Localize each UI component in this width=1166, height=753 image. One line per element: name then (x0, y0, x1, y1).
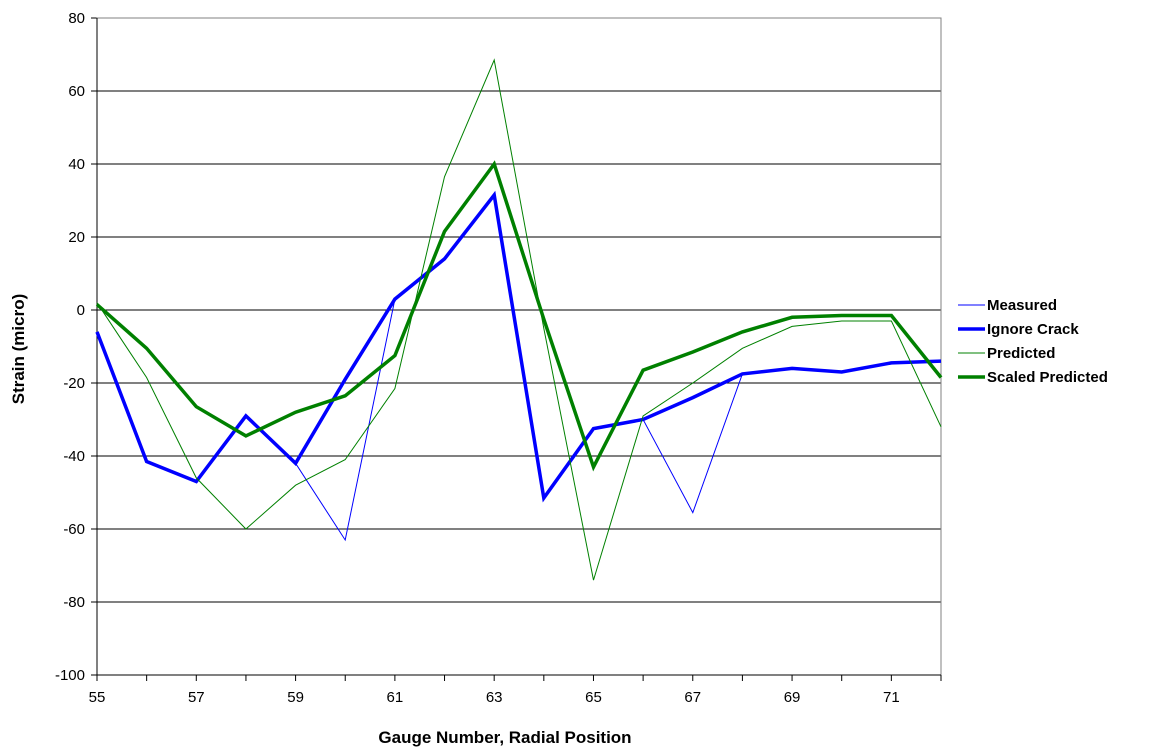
x-tick-label: 59 (287, 689, 304, 706)
x-tick-label: 69 (784, 689, 801, 706)
series-line-predicted (96, 58, 942, 581)
y-tick-label: -100 (55, 667, 85, 684)
y-tick-label: 20 (68, 229, 85, 246)
y-tick-label: -60 (63, 521, 85, 538)
y-tick-label: 80 (68, 10, 85, 27)
y-tick-label: -80 (63, 594, 85, 611)
x-axis-title: Gauge Number, Radial Position (378, 728, 631, 747)
legend-label: Predicted (987, 345, 1055, 362)
x-tick-label: 63 (486, 689, 503, 706)
y-tick-label: 0 (77, 302, 85, 319)
x-tick-labels: 55 57 59 61 63 65 67 69 71 (89, 689, 900, 706)
y-tick-label: 60 (68, 83, 85, 100)
x-tick-label: 67 (684, 689, 701, 706)
y-tick-label: -40 (63, 448, 85, 465)
grid-lines (97, 17, 941, 603)
axes (91, 17, 942, 681)
legend-label: Ignore Crack (987, 321, 1079, 338)
x-tick-label: 57 (188, 689, 205, 706)
y-tick-label: -20 (63, 375, 85, 392)
series-line-ignore-crack (95, 190, 942, 503)
x-tick-label: 71 (883, 689, 900, 706)
y-axis-title: Strain (micro) (9, 294, 28, 405)
x-tick-label: 55 (89, 689, 106, 706)
legend: Measured Ignore Crack Predicted Scaled Pred… (958, 297, 1108, 386)
y-tick-label: 40 (68, 156, 85, 173)
x-tick-label: 61 (387, 689, 404, 706)
series-line-scaled-predicted (95, 160, 943, 472)
x-tick-label: 65 (585, 689, 602, 706)
series-lines (95, 58, 943, 581)
legend-label: Measured (987, 297, 1057, 314)
y-tick-labels: -100 -80 -60 -40 -20 0 20 40 60 80 (55, 10, 85, 684)
legend-label: Scaled Predicted (987, 369, 1108, 386)
